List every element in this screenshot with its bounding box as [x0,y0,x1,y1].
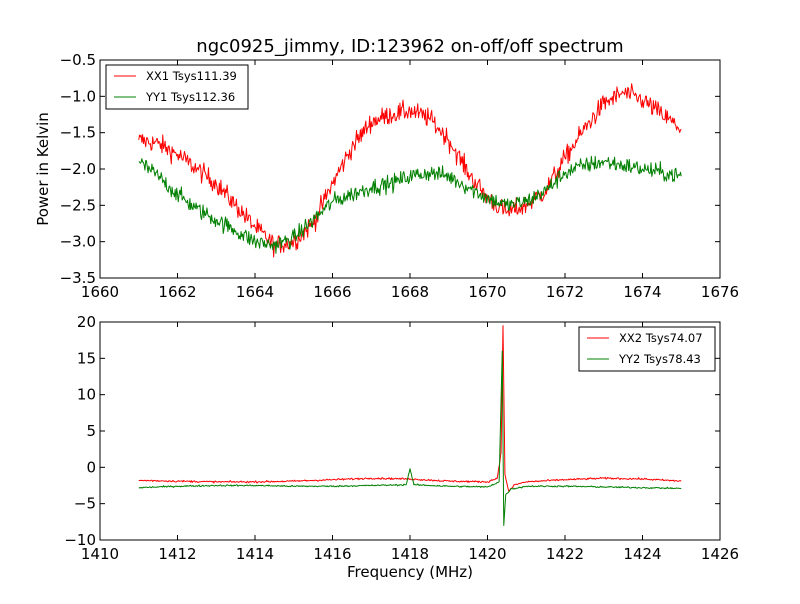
bottom-x-axis: 1410 1412 1414 1416 1418 1420 1422 1424 1426 [81,322,739,563]
top-y-axis: −0.5 −1.0 −1.5 −2.0 −2.5 −3.0 −3.5 [60,51,720,287]
top-legend-label: YY1 Tsys112.36 [145,90,235,104]
top-y-tick-label: −1.5 [60,124,96,142]
bottom-series-line-1 [138,325,682,492]
bottom-y-tick-label: 10 [77,386,96,404]
top-series-line-2 [138,155,682,254]
top-x-tick-label: 1672 [546,283,584,301]
bottom-x-tick-label: 1426 [701,545,739,563]
top-x-axis: 1660 1662 1664 1666 1668 1670 1672 1674 1676 [81,60,739,301]
bottom-legend: XX2 Tsys74.07 YY2 Tsys78.43 [578,326,716,372]
bottom-x-tick-label: 1416 [313,545,351,563]
top-plot-area [138,83,682,258]
bottom-x-tick-label: 1422 [546,545,584,563]
bottom-y-tick-label: −10 [64,531,96,549]
top-x-tick-label: 1670 [468,283,506,301]
top-legend-box [105,64,249,110]
bottom-legend-box [578,326,716,372]
top-y-axis-label: Power in Kelvin [34,112,52,226]
top-x-tick-label: 1674 [623,283,661,301]
bottom-x-tick-label: 1424 [623,545,661,563]
top-legend-label: XX1 Tsys111.39 [146,69,237,83]
top-y-tick-label: −0.5 [60,51,96,69]
top-y-tick-label: −2.0 [60,160,96,178]
top-y-tick-label: −2.5 [60,196,96,214]
top-y-tick-label: −3.5 [60,269,96,287]
top-series-line-1 [138,83,682,258]
bottom-x-tick-label: 1418 [391,545,429,563]
bottom-plot-area [138,325,682,526]
top-x-tick-label: 1660 [81,283,119,301]
top-x-tick-label: 1676 [701,283,739,301]
bottom-y-tick-label: −5 [74,495,96,513]
bottom-y-tick-label: 15 [77,349,96,367]
bottom-x-tick-label: 1412 [158,545,196,563]
bottom-y-axis: 20 15 10 5 0 −5 −10 [64,313,720,549]
bottom-y-tick-label: 20 [77,313,96,331]
chart-title: ngc0925_jimmy, ID:123962 on-off/off spec… [196,36,623,57]
top-x-tick-label: 1662 [158,283,196,301]
bottom-y-tick-label: 5 [86,422,96,440]
bottom-x-axis-label: Frequency (MHz) [347,563,473,581]
bottom-series-line-2 [138,350,682,526]
bottom-legend-label: YY2 Tsys78.43 [618,352,701,366]
bottom-legend-label: XX2 Tsys74.07 [619,331,703,345]
top-y-tick-label: −3.0 [60,233,96,251]
top-x-tick-label: 1668 [391,283,429,301]
top-y-tick-label: −1.0 [60,87,96,105]
top-x-tick-label: 1664 [236,283,274,301]
top-legend: XX1 Tsys111.39 YY1 Tsys112.36 [105,64,249,110]
bottom-x-tick-label: 1420 [468,545,506,563]
top-x-tick-label: 1666 [313,283,351,301]
bottom-y-tick-label: 0 [86,458,96,476]
bottom-x-tick-label: 1414 [236,545,274,563]
bottom-x-tick-label: 1410 [81,545,119,563]
